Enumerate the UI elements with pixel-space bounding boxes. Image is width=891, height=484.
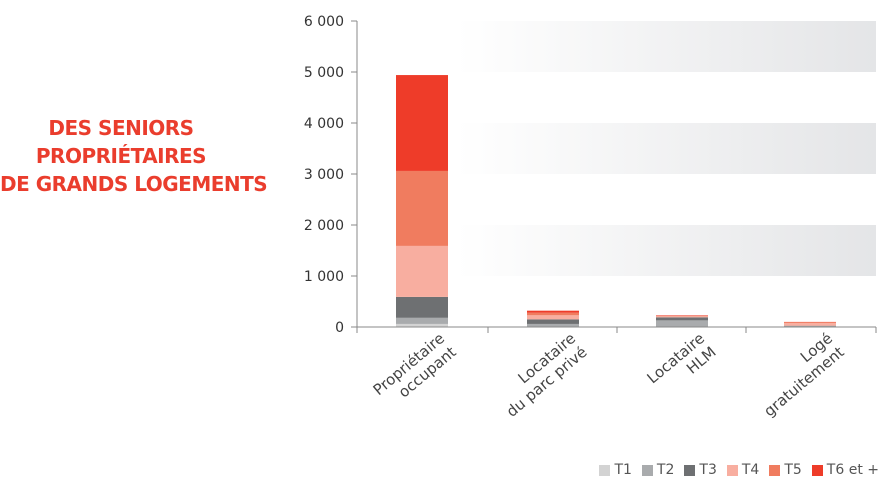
y-tick-label: 4 000	[304, 116, 344, 132]
bar-segment-t3	[784, 325, 836, 327]
grid-band	[457, 225, 876, 276]
legend: T1 T2 T3 T4 T5 T6 et +	[589, 462, 879, 478]
bar-segment-t5	[527, 312, 579, 316]
y-tick-label: 2 000	[304, 218, 344, 234]
headline-line-1: DES SENIORS	[48, 116, 194, 140]
bar-segment-t4	[396, 245, 448, 297]
legend-item: T5	[769, 462, 802, 478]
y-tick-label: 6 000	[304, 14, 344, 30]
y-tick-label: 5 000	[304, 65, 344, 81]
bar-segment-t4	[784, 323, 836, 326]
grid-band	[457, 123, 876, 174]
legend-item: T1	[599, 462, 632, 478]
y-tick-label: 1 000	[304, 269, 344, 285]
bar-segment-t1	[396, 323, 448, 327]
legend-label: T3	[699, 462, 717, 478]
bar-segment-t2	[656, 320, 708, 327]
grid-band	[457, 21, 876, 72]
legend-item: T6 et +	[811, 462, 879, 478]
bar-segment-t5	[784, 322, 836, 324]
legend-swatch	[684, 464, 696, 476]
bar-segment-t3	[527, 319, 579, 324]
legend-swatch	[599, 464, 611, 476]
legend-item: T3	[684, 462, 717, 478]
legend-swatch	[811, 464, 823, 476]
bar-segment-t5	[396, 170, 448, 246]
legend-label: T1	[614, 462, 632, 478]
bar-segment-t3	[656, 317, 708, 321]
bar-segment-t6-et-+	[656, 315, 708, 316]
bar-segment-t3	[396, 296, 448, 318]
y-tick-label: 3 000	[304, 167, 344, 183]
x-category-label: Logégratuitement	[749, 329, 848, 420]
legend-label: T4	[741, 462, 760, 478]
legend-item: T2	[641, 462, 675, 478]
bar-segment-t4	[656, 316, 708, 318]
bar-segment-t5	[656, 315, 708, 317]
headline-line-2: PROPRIÉTAIRES	[35, 144, 207, 168]
x-category-label: Propriétaireoccupant	[370, 329, 460, 413]
legend-label: T2	[656, 462, 675, 478]
bar-segment-t2	[784, 326, 836, 327]
legend-item: T4	[726, 462, 760, 478]
bar-segment-t6-et-+	[396, 75, 448, 171]
x-category-label: Locatairedu parc privé	[491, 329, 590, 420]
legend-swatch	[726, 464, 738, 476]
bar-segment-t2	[396, 317, 448, 324]
headline: DES SENIORS PROPRIÉTAIRES DE GRANDS LOGE…	[0, 114, 268, 198]
bar-segment-t6-et-+	[527, 310, 579, 313]
bar-segment-t4	[527, 315, 579, 320]
legend-swatch	[769, 464, 781, 476]
x-category-label: LocataireHLM	[644, 329, 720, 401]
legend-label: T6 et +	[826, 462, 879, 478]
headline-line-3: DE GRANDS LOGEMENTS	[0, 172, 268, 196]
y-tick-label: 0	[335, 320, 344, 336]
legend-label: T5	[784, 462, 802, 478]
legend-swatch	[641, 464, 653, 476]
bar-segment-t2	[527, 323, 579, 327]
